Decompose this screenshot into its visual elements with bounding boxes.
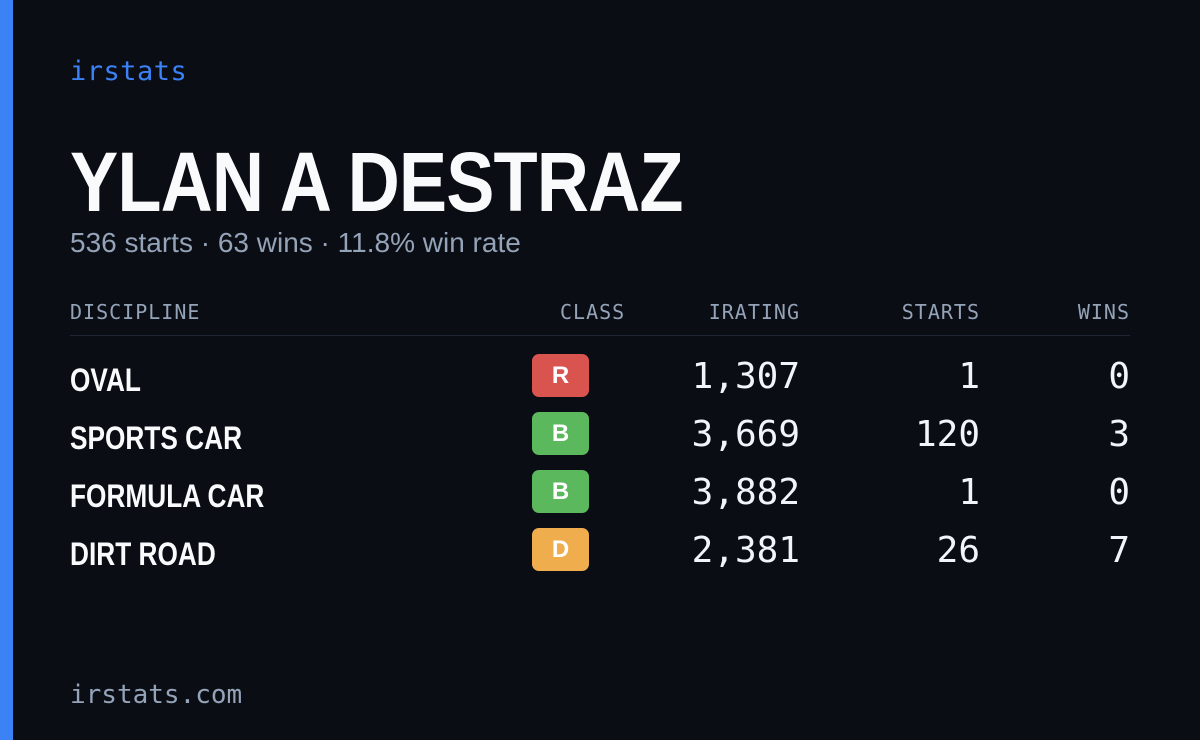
wins-value: 0	[1108, 472, 1130, 513]
starts-value: 1	[958, 356, 980, 397]
table-body: OVAL R 1,307 1 0 SPORTS CAR B 3,669 120 …	[70, 352, 1130, 584]
starts-value: 1	[958, 472, 980, 513]
table-row: SPORTS CAR B 3,669 120 3	[70, 410, 1130, 468]
header-irating: IRATING	[708, 300, 800, 324]
discipline-name: DIRT ROAD	[70, 536, 216, 572]
footer-domain: irstats.com	[70, 680, 243, 710]
discipline-name: OVAL	[70, 362, 141, 398]
table-header: DISCIPLINE CLASS IRATING STARTS WINS	[70, 296, 1130, 336]
table-row: DIRT ROAD D 2,381 26 7	[70, 526, 1130, 584]
table-row: FORMULA CAR B 3,882 1 0	[70, 468, 1130, 526]
accent-bar	[0, 0, 13, 740]
starts-value: 120	[914, 414, 980, 455]
irating-value: 3,669	[691, 414, 800, 455]
discipline-table: DISCIPLINE CLASS IRATING STARTS WINS OVA…	[70, 296, 1130, 584]
header-class: CLASS	[560, 300, 626, 324]
irating-value: 2,381	[691, 530, 800, 571]
header-discipline: DISCIPLINE	[70, 300, 201, 324]
header-starts: STARTS	[901, 300, 980, 324]
wins-value: 7	[1108, 530, 1130, 571]
class-badge: D	[532, 528, 589, 571]
player-summary: 536 starts · 63 wins · 11.8% win rate	[70, 227, 521, 258]
table-row: OVAL R 1,307 1 0	[70, 352, 1130, 410]
starts-value: 26	[936, 530, 980, 571]
brand-logo: irstats	[70, 56, 188, 87]
irating-value: 3,882	[691, 472, 800, 513]
discipline-name: FORMULA CAR	[70, 478, 265, 514]
irating-value: 1,307	[691, 356, 800, 397]
class-badge: B	[532, 412, 589, 455]
wins-value: 0	[1108, 356, 1130, 397]
discipline-name: SPORTS CAR	[70, 420, 243, 456]
wins-value: 3	[1108, 414, 1130, 455]
player-name: YLAN A DESTRAZ	[70, 135, 684, 229]
class-badge: R	[532, 354, 589, 397]
header-wins: WINS	[1077, 300, 1130, 324]
class-badge: B	[532, 470, 589, 513]
